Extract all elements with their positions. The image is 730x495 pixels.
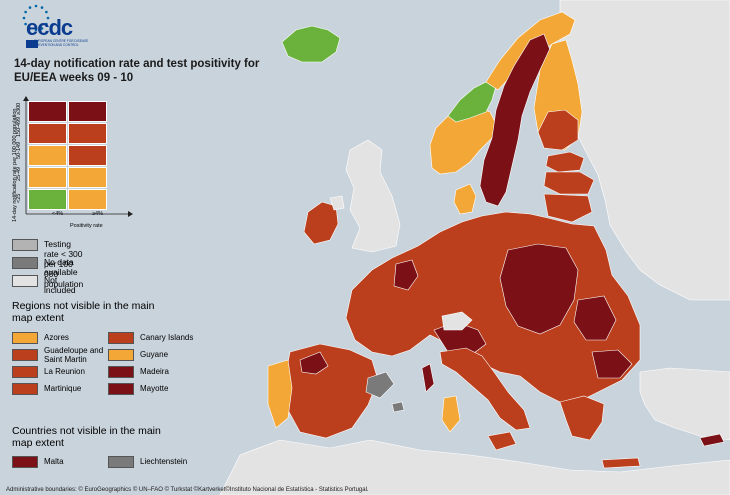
swatch-madeira	[108, 366, 134, 378]
swatch-mayotte	[108, 383, 134, 395]
swatch-martinique	[12, 383, 38, 395]
matrix-cell	[28, 101, 67, 122]
matrix-cell	[68, 189, 107, 210]
region-sardinia	[441, 395, 461, 433]
label-azores: Azores	[44, 333, 69, 342]
eu-stars-icon	[22, 4, 50, 48]
regions-heading: Regions not visible in the main map exte…	[12, 300, 155, 324]
matrix-cell	[68, 145, 107, 166]
logo-wordmark: ecdc	[26, 15, 73, 40]
land-turkey	[639, 367, 730, 441]
swatch-no-data	[12, 257, 38, 269]
label-madeira: Madeira	[140, 367, 169, 376]
swatch-liechtenstein	[108, 456, 134, 468]
region-spain	[283, 343, 379, 439]
label-mayotte: Mayotte	[140, 384, 169, 393]
matrix-col-label-high: ≥4%	[92, 211, 103, 217]
swatch-guyane	[108, 349, 134, 361]
region-iceland	[281, 25, 341, 63]
matrix-legend: 14-day notification rate per 100 000 pop…	[8, 96, 138, 231]
region-balearics	[391, 401, 405, 413]
logo-agency-text: EUROPEAN CENTRE FOR DISEASE PREVENTION A…	[34, 39, 89, 47]
region-norway-mid	[447, 81, 497, 123]
region-denmark	[453, 183, 477, 215]
swatch-testing-rate	[12, 239, 38, 251]
matrix-cell	[68, 101, 107, 122]
region-hotspot-belgium	[393, 259, 419, 291]
region-catalonia	[365, 371, 395, 399]
region-hotspot-bulgaria	[591, 349, 633, 379]
label-martinique: Martinique	[44, 384, 82, 393]
matrix-cell	[68, 123, 107, 144]
label-not-included: Not included	[44, 275, 76, 295]
matrix-cell	[28, 145, 67, 166]
region-sweden	[479, 33, 551, 207]
label-no-data: No data available	[44, 257, 78, 277]
map-title: 14-day notification rate and test positi…	[14, 58, 260, 84]
label-canary-islands: Canary Islands	[140, 333, 194, 342]
matrix-cell	[28, 189, 67, 210]
region-northern-ireland	[329, 195, 345, 211]
region-lithuania	[543, 193, 593, 223]
label-guadeloupe-and-saint-martin: Guadeloupe and Saint Martin	[44, 346, 104, 364]
matrix-x-axis-title: Positivity rate	[70, 223, 103, 229]
region-great-britain	[345, 139, 401, 253]
label-liechtenstein: Liechtenstein	[140, 457, 188, 466]
region-hotspot-corsica	[421, 363, 435, 393]
swatch-azores	[12, 332, 38, 344]
matrix-axes	[23, 96, 133, 217]
matrix-cell	[28, 123, 67, 144]
swatch-canary-islands	[108, 332, 134, 344]
matrix-cell	[28, 167, 67, 188]
region-ireland	[303, 201, 339, 245]
region-sicily	[487, 431, 517, 451]
region-portugal	[267, 359, 293, 429]
label-malta: Malta	[44, 457, 64, 466]
swatch-not-included	[12, 275, 38, 287]
label-la-reunion: La Reunion	[44, 367, 85, 376]
footer-attribution: Administrative boundaries: © EuroGeograp…	[6, 487, 369, 493]
label-guyane: Guyane	[140, 350, 169, 359]
region-hotspot-central	[499, 243, 579, 335]
region-finland-south	[537, 109, 579, 151]
ecdc-logo: ecdc EUROPEAN CENTRE FOR DISEASE PREVENT…	[6, 0, 106, 52]
region-crete	[601, 457, 641, 469]
label-testing-rate: Testing rate < 300 per 100 000 populatio…	[44, 239, 84, 289]
matrix-col-label-low: <4%	[52, 211, 64, 217]
swatch-la-reunion	[12, 366, 38, 378]
region-italy	[439, 347, 531, 431]
land-north-africa	[219, 439, 730, 495]
region-estonia	[545, 151, 585, 173]
countries-heading: Countries not visible in the main map ex…	[12, 425, 161, 449]
region-greece	[559, 395, 605, 441]
region-spain-north	[299, 351, 329, 375]
region-norway-south	[429, 107, 497, 175]
region-switzerland	[441, 311, 473, 331]
region-hotspot-romania	[573, 295, 617, 341]
region-cyprus	[699, 433, 725, 447]
matrix-cell	[68, 167, 107, 188]
swatch-guadeloupe-and-saint-martin	[12, 349, 38, 361]
region-latvia	[543, 171, 595, 195]
swatch-malta	[12, 456, 38, 468]
